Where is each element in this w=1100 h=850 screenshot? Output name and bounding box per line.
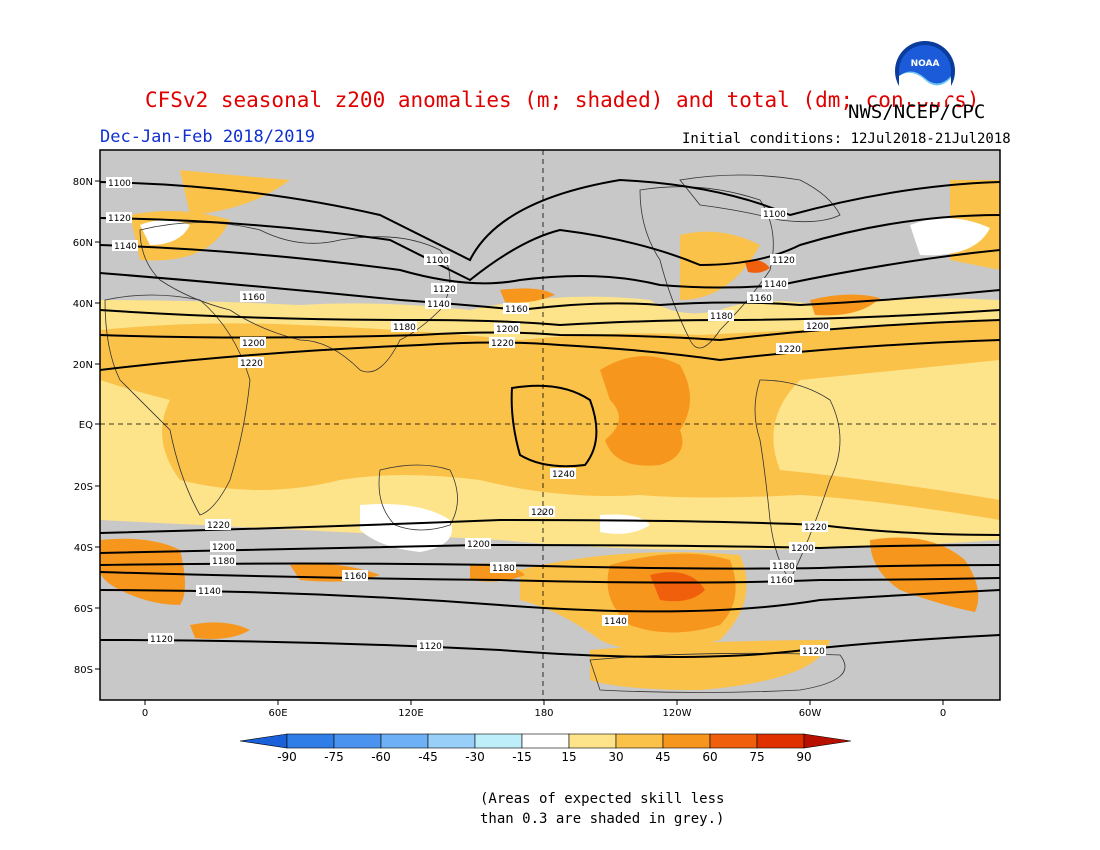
lat-label: 20N [73,360,93,371]
lon-label: 60E [268,708,287,719]
coastlines [104,174,846,693]
contour-label: 1140 [764,280,787,290]
contour-label: 1220 [531,508,554,518]
noaa-logo-icon: NOAA [895,41,955,102]
contour-labels: 1100 1120 1140 1160 1200 1220 1100 1120 … [106,177,830,657]
shaded-anomaly-field [100,150,1000,700]
colorbar-segment [333,733,382,749]
colorbar-segment [474,733,523,749]
colorbar-segment [568,733,617,749]
colorbar-tick-label: -60 [371,750,391,764]
colorbar-segment [662,733,711,749]
contour-label: 1140 [198,587,221,597]
colorbar-tick-label: -45 [418,750,438,764]
contour-label: 1140 [604,617,627,627]
colorbar-segment [427,733,476,749]
contour-label: 1140 [114,242,137,252]
contour-label: 1220 [491,339,514,349]
lat-label: 40S [74,543,93,554]
lon-label: 0 [940,708,946,719]
latitude-axis: 80N 60N 40N 20N EQ 20S 40S 60S 80S [73,177,100,676]
lon-label: 120E [398,708,423,719]
contour-label: 1120 [772,256,795,266]
contour-label: 1100 [426,256,449,266]
longitude-axis: 0 60E 120E 180 120W 60W 0 [142,700,946,719]
lon-label: 120W [663,708,692,719]
contour-label: 1200 [212,543,235,553]
contour-label: 1180 [710,312,733,322]
colorbar-segment [756,733,805,749]
contour-label: 1160 [749,294,772,304]
lon-label: 180 [534,708,553,719]
colorbar-tick-label: -30 [465,750,485,764]
colorbar-tick-label: -15 [512,750,532,764]
contour-label: 1120 [108,214,131,224]
contour-label: 1200 [806,322,829,332]
contour-label: 1120 [419,642,442,652]
contour-label: 1180 [212,557,235,567]
colorbar-arrow-left [239,733,288,749]
contour-label: 1200 [496,325,519,335]
height-contours [100,178,1000,659]
contour-label: 1160 [770,576,793,586]
colorbar-segment [286,733,335,749]
contour-label: 1220 [207,521,230,531]
lon-label: 60W [799,708,822,719]
colorbar-tick-label: 60 [702,750,717,764]
agency-label: NWS/NCEP/CPC [848,101,986,123]
map-title: CFSv2 seasonal z200 anomalies (m; shaded… [145,88,980,112]
season-label: Dec-Jan-Feb 2018/2019 [100,127,315,147]
lat-label: 80N [73,177,93,188]
lat-label: 60S [74,604,93,615]
lat-label: 20S [74,482,93,493]
colorbar-segment [615,733,664,749]
colorbar-segment [521,733,570,749]
initial-conditions-label: Initial conditions: 12Jul2018-21Jul2018 [682,131,1011,147]
colorbar-tick-label: 45 [655,750,670,764]
skill-note-line2: than 0.3 are shaded in grey.) [480,811,725,827]
contour-label: 1100 [108,179,131,189]
contour-label: 1160 [344,572,367,582]
colorbar-tick-label: 75 [749,750,764,764]
contour-label: 1240 [552,470,575,480]
colorbar-segment [380,733,429,749]
contour-label: 1220 [778,345,801,355]
colorbar-tick-label: -90 [277,750,297,764]
lat-label: 40N [73,299,93,310]
colorbar-tick-label: -75 [324,750,344,764]
contour-label: 1160 [242,293,265,303]
contour-label: 1120 [802,647,825,657]
contour-label: 1200 [791,544,814,554]
colorbar: -90 -75 -60 -45 -30 -15 15 30 45 60 75 90 [239,733,852,764]
contour-label: 1180 [772,562,795,572]
colorbar-segment [709,733,758,749]
svg-text:NOAA: NOAA [911,59,940,69]
lon-label: 0 [142,708,148,719]
contour-label: 1160 [505,305,528,315]
skill-note-line1: (Areas of expected skill less [480,791,725,807]
colorbar-arrow-right [803,733,852,749]
colorbar-tick-label: 30 [608,750,623,764]
contour-label: 1200 [242,339,265,349]
contour-label: 1180 [393,323,416,333]
contour-label: 1220 [240,359,263,369]
colorbar-tick-label: 15 [561,750,576,764]
contour-label: 1220 [804,523,827,533]
contour-label: 1120 [150,635,173,645]
lat-label: 80S [74,665,93,676]
contour-label: 1120 [433,285,456,295]
lat-label: EQ [79,420,93,431]
lat-label: 60N [73,238,93,249]
contour-label: 1200 [467,540,490,550]
contour-label: 1140 [427,300,450,310]
colorbar-tick-label: 90 [796,750,811,764]
map-frame [99,149,1001,701]
contour-label: 1100 [763,210,786,220]
contour-label: 1180 [492,564,515,574]
